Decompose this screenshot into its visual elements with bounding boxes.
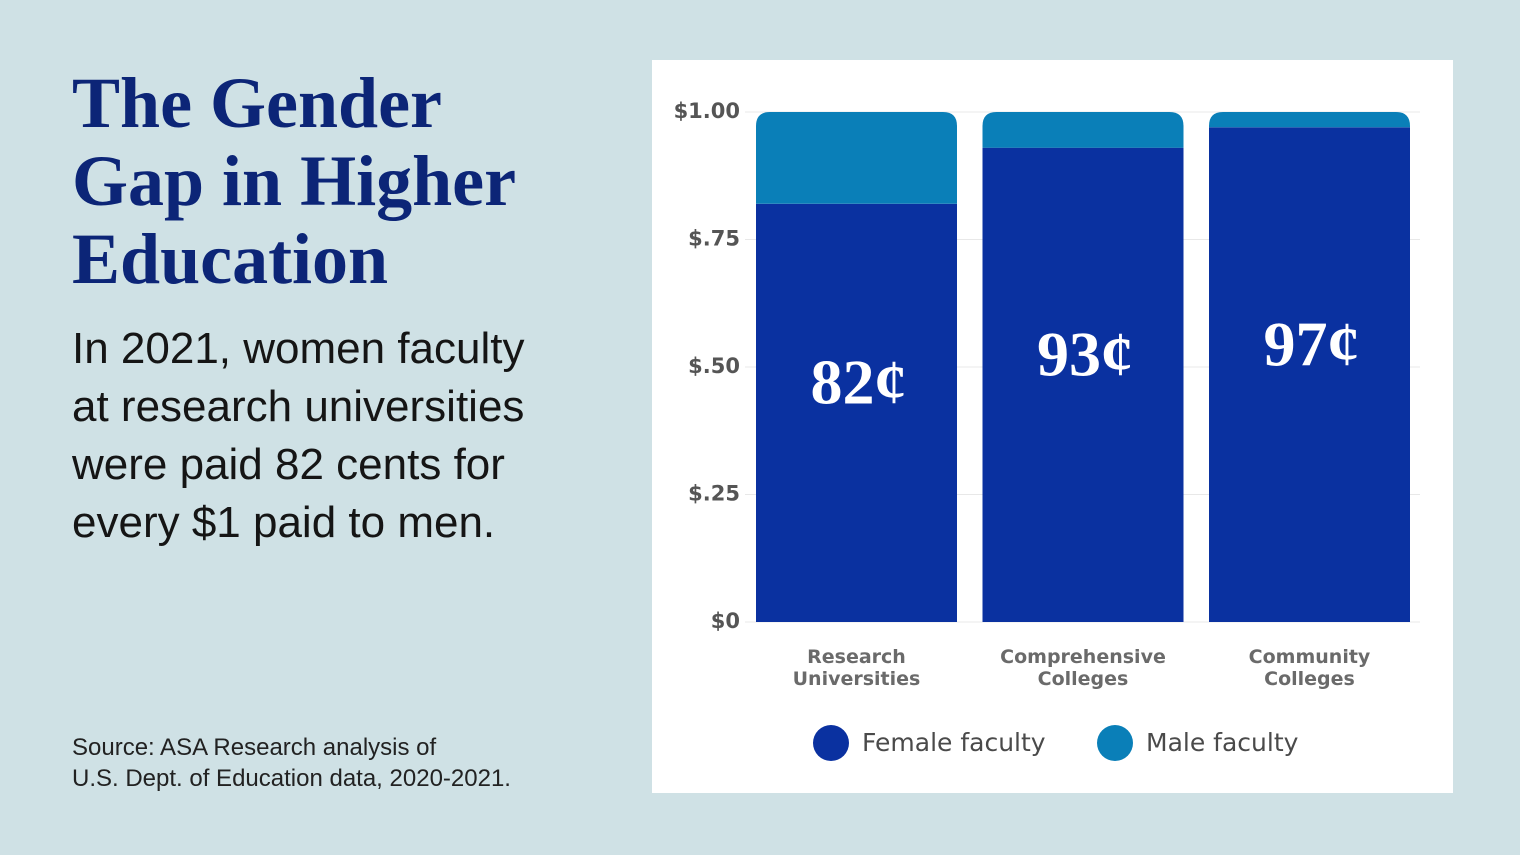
y-tick-label: $0 bbox=[711, 609, 740, 633]
subtitle: every $1 paid to men. bbox=[72, 498, 496, 547]
x-tick-label: Community Colleges bbox=[1248, 646, 1371, 690]
x-tick-label: Research Universities bbox=[792, 646, 921, 690]
title: The Gender bbox=[72, 63, 442, 143]
y-tick-label: $.50 bbox=[688, 354, 740, 378]
title: Gap in Higher bbox=[72, 141, 517, 221]
value-label: 93¢ bbox=[1037, 319, 1133, 390]
x-tick-label: Comprehensive Colleges bbox=[1000, 646, 1166, 690]
value-label: 82¢ bbox=[811, 347, 907, 418]
title: Education bbox=[72, 219, 389, 299]
source: Source: ASA Research analysis of bbox=[72, 734, 437, 761]
legend-label: Female faculty bbox=[862, 728, 1046, 757]
source: U.S. Dept. of Education data, 2020-2021. bbox=[72, 765, 511, 792]
subtitle: In 2021, women faculty bbox=[72, 324, 525, 373]
y-tick-label: $1.00 bbox=[674, 99, 740, 123]
y-tick-label: $.75 bbox=[688, 227, 740, 251]
bar-segment bbox=[1209, 127, 1410, 623]
bar-segment bbox=[756, 203, 957, 623]
bar-segment bbox=[982, 112, 1184, 148]
legend-label: Male faculty bbox=[1146, 728, 1299, 757]
legend-marker bbox=[813, 725, 849, 761]
bar-segment bbox=[982, 147, 1184, 622]
subtitle: were paid 82 cents for bbox=[72, 440, 505, 489]
y-tick-label: $.25 bbox=[688, 482, 740, 506]
bar-segment bbox=[1209, 112, 1410, 128]
bar-segment bbox=[756, 112, 957, 204]
legend-marker bbox=[1097, 725, 1133, 761]
subtitle: at research universities bbox=[72, 382, 525, 431]
value-label: 97¢ bbox=[1264, 308, 1360, 379]
